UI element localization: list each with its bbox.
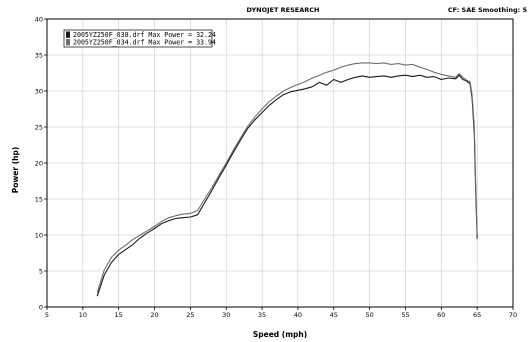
legend-swatch-1 <box>66 31 70 38</box>
legend-swatch-2 <box>66 39 70 46</box>
y-axis-label: Power (hp) <box>11 147 20 194</box>
y-tick-label: 20 <box>35 159 43 167</box>
x-tick-label: 40 <box>294 311 302 319</box>
x-tick-label: 25 <box>186 311 194 319</box>
x-tick-label: 15 <box>115 311 123 319</box>
x-tick-label: 55 <box>401 311 409 319</box>
x-tick-label: 35 <box>258 311 266 319</box>
x-tick-label: 45 <box>330 311 338 319</box>
y-tick-label: 10 <box>35 231 43 239</box>
header-title: DYNOJET RESEARCH <box>247 6 320 14</box>
y-tick-label: 0 <box>39 303 43 311</box>
x-axis-label: Speed (mph) <box>253 330 307 339</box>
header-settings: CF: SAE Smoothing: 5 <box>448 6 528 14</box>
y-tick-label: 15 <box>35 195 43 203</box>
grid <box>47 19 513 307</box>
x-tick-label: 10 <box>79 311 87 319</box>
x-tick-label: 65 <box>473 311 481 319</box>
x-tick-label: 60 <box>437 311 445 319</box>
x-tick-label: 20 <box>150 311 158 319</box>
legend: 2005YZ250F_038.drf Max Power = 32.24 200… <box>63 29 216 48</box>
axis-ticks: 5 10 15 20 25 30 35 40 45 50 55 60 65 700510152025303… <box>35 15 517 319</box>
legend-box <box>63 29 213 48</box>
y-tick-label: 30 <box>35 87 43 95</box>
series-lines <box>96 62 478 297</box>
y-tick-label: 35 <box>35 51 43 59</box>
series-line-2 <box>96 62 478 293</box>
legend-entry-1: 2005YZ250F_038.drf Max Power = 32.24 <box>73 31 216 39</box>
x-tick-label: 50 <box>365 311 373 319</box>
y-tick-label: 25 <box>35 123 43 131</box>
y-tick-label: 5 <box>39 267 43 275</box>
x-tick-label: 70 <box>509 311 517 319</box>
x-tick-label: 30 <box>222 311 230 319</box>
y-tick-label: 40 <box>35 15 43 23</box>
legend-entry-2: 2005YZ250F_034.drf Max Power = 33.94 <box>73 39 216 47</box>
series-line-1 <box>96 74 478 297</box>
x-tick-label: 5 <box>45 311 49 319</box>
